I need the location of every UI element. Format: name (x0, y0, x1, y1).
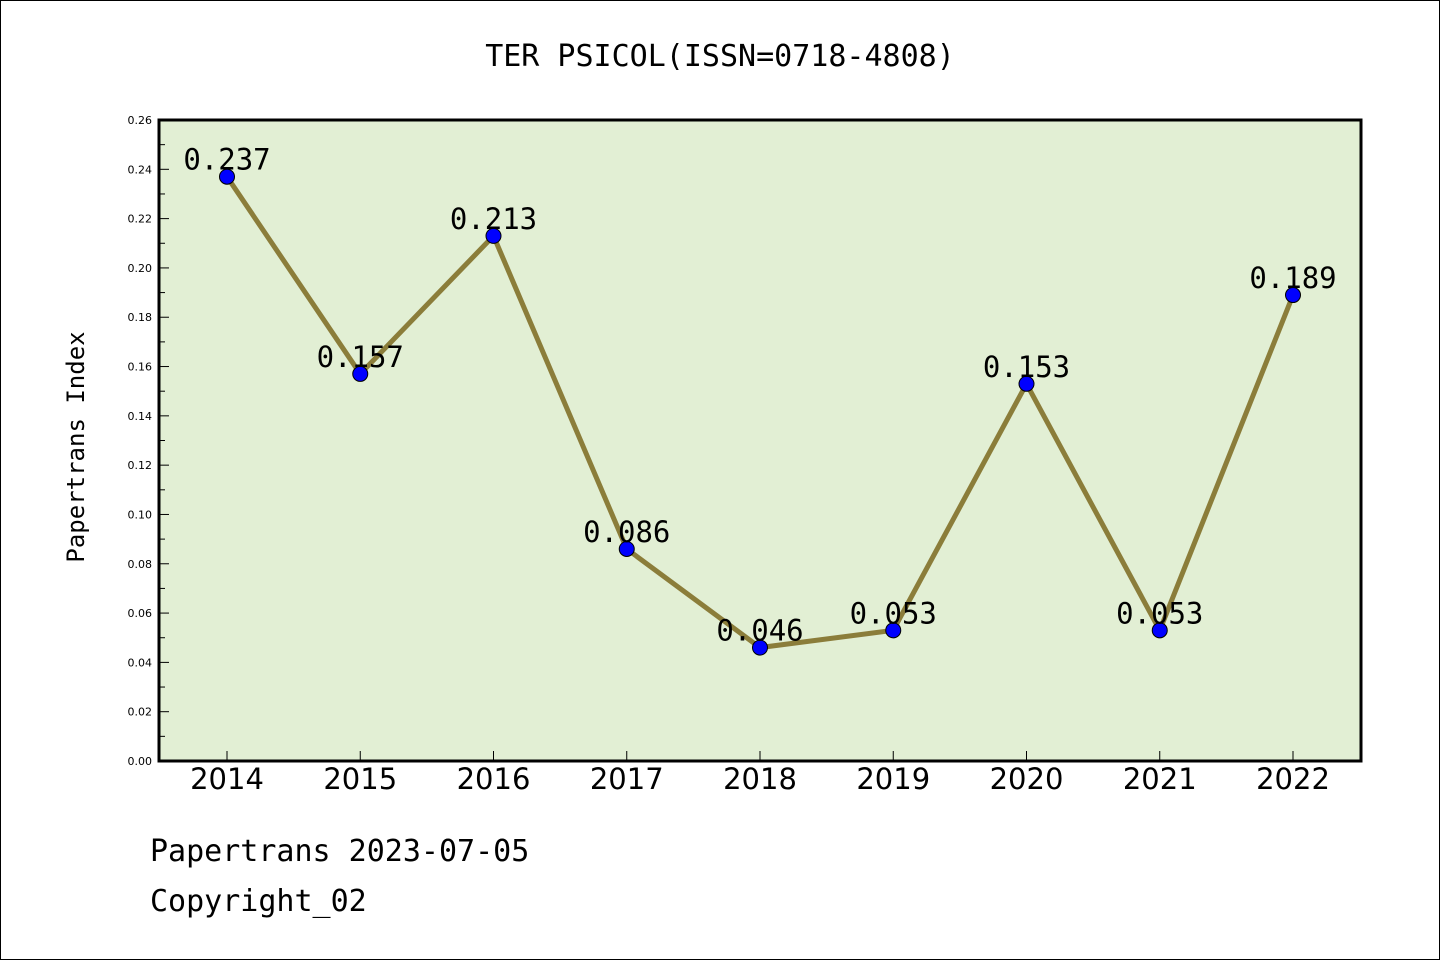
data-point (752, 639, 768, 656)
data-label: 0.189 (1249, 261, 1336, 295)
data-point (485, 227, 502, 244)
data-label: 0.153 (983, 350, 1070, 384)
y-tick-label: 0.26 (128, 114, 153, 127)
data-point (885, 622, 902, 639)
y-tick-label: 0.10 (128, 508, 153, 521)
y-tick-label: 0.22 (128, 213, 153, 226)
x-tick-label: 2015 (323, 762, 397, 796)
data-label: 0.053 (1116, 596, 1203, 630)
x-tick-label: 2018 (723, 762, 797, 796)
x-axis: 2014 2015 2016 2017 2018 2019 2020 2021 2022 (190, 751, 1330, 796)
y-tick-label: 0.12 (128, 459, 153, 472)
plot-area (157, 118, 1363, 763)
data-point (1018, 375, 1035, 392)
x-tick-label: 2016 (457, 762, 531, 796)
data-label: 0.053 (850, 596, 937, 630)
footer-copyright: Copyright_02 (150, 884, 367, 919)
data-point (219, 168, 235, 185)
data-label: 0.237 (183, 143, 270, 177)
x-tick-label: 2020 (990, 762, 1064, 796)
y-tick-label: 0.00 (128, 755, 153, 768)
x-tick-label: 2019 (856, 762, 930, 796)
data-markers (219, 168, 1301, 656)
x-tick-label: 2017 (590, 762, 664, 796)
chart-title: TER PSICOL(ISSN=0718-4808) (485, 39, 955, 74)
y-tick-label: 0.04 (128, 656, 153, 669)
x-tick-label: 2014 (190, 762, 264, 796)
data-label: 0.086 (583, 515, 670, 549)
data-point (618, 540, 635, 557)
data-point (1285, 287, 1301, 304)
data-point (352, 365, 369, 382)
data-label: 0.157 (317, 340, 404, 374)
footer-date-line: Papertrans 2023-07-05 (150, 834, 530, 869)
y-axis-label: Papertrans Index (62, 331, 90, 562)
y-tick-label: 0.08 (128, 558, 153, 571)
y-axis: 0.00 0.02 0.04 0.06 0.08 0.10 0.12 0.14 0.16 0.18… (128, 114, 169, 768)
y-tick-label: 0.14 (128, 410, 153, 423)
y-tick-label: 0.20 (128, 262, 153, 275)
y-tick-label: 0.16 (128, 361, 153, 374)
data-label: 0.046 (716, 614, 803, 648)
x-tick-label: 2021 (1123, 762, 1197, 796)
data-point (1151, 622, 1168, 639)
x-tick-label: 2022 (1256, 762, 1330, 796)
data-label: 0.213 (450, 202, 537, 236)
y-tick-label: 0.06 (128, 607, 153, 620)
y-tick-label: 0.18 (128, 311, 153, 324)
y-tick-label: 0.24 (128, 163, 153, 176)
y-tick-label: 0.02 (128, 706, 153, 719)
data-labels: 0.237 0.157 0.213 0.086 0.046 0.053 0.153 0.053… (183, 143, 1336, 648)
